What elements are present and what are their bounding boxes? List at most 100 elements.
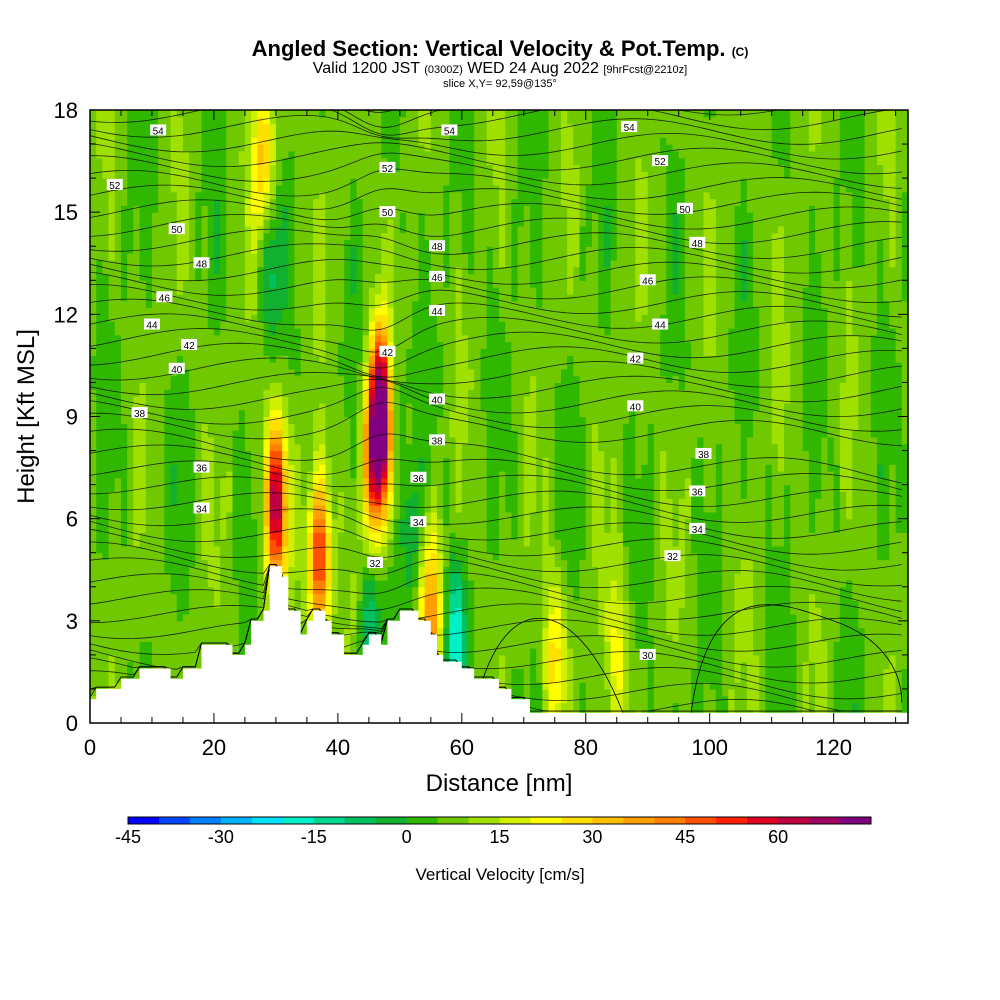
velocity-cell xyxy=(108,423,116,431)
velocity-cell xyxy=(269,375,277,384)
velocity-cell xyxy=(424,573,432,581)
velocity-cell xyxy=(319,198,327,206)
velocity-cell xyxy=(195,198,203,206)
velocity-cell xyxy=(393,205,401,213)
velocity-cell xyxy=(424,607,432,615)
velocity-cell xyxy=(344,150,351,159)
velocity-cell xyxy=(368,498,376,506)
velocity-cell xyxy=(90,532,97,540)
velocity-cell xyxy=(350,620,358,629)
velocity-cell xyxy=(393,457,401,465)
velocity-cell xyxy=(102,341,110,349)
velocity-cell xyxy=(313,144,320,152)
velocity-cell xyxy=(418,191,426,200)
velocity-cell xyxy=(232,293,240,302)
velocity-cell xyxy=(195,443,203,452)
velocity-cell xyxy=(325,212,333,220)
velocity-cell xyxy=(325,327,333,336)
velocity-cell xyxy=(288,171,296,179)
velocity-cell xyxy=(170,150,178,159)
velocity-cell xyxy=(362,464,370,472)
velocity-cell xyxy=(337,171,345,179)
velocity-cell xyxy=(139,178,147,186)
velocity-cell xyxy=(263,232,271,241)
velocity-cell xyxy=(350,307,358,315)
velocity-cell xyxy=(189,620,196,629)
velocity-cell xyxy=(331,205,339,213)
velocity-cell xyxy=(282,505,289,513)
velocity-cell xyxy=(182,518,190,527)
velocity-cell xyxy=(213,477,221,486)
velocity-cell xyxy=(257,253,265,261)
velocity-cell xyxy=(430,477,438,486)
velocity-cell xyxy=(393,491,401,499)
velocity-cell xyxy=(108,600,116,608)
velocity-cell xyxy=(226,375,234,384)
velocity-cell xyxy=(368,144,376,152)
velocity-cell xyxy=(393,157,401,166)
velocity-cell xyxy=(207,218,215,227)
velocity-cell xyxy=(232,246,240,254)
velocity-cell xyxy=(158,641,165,649)
velocity-cell xyxy=(139,573,147,581)
velocity-cell xyxy=(300,266,308,275)
velocity-cell xyxy=(158,634,165,642)
velocity-cell xyxy=(232,532,240,540)
velocity-cell xyxy=(325,505,333,513)
velocity-cell xyxy=(220,280,227,288)
velocity-cell xyxy=(393,368,401,377)
velocity-cell xyxy=(120,327,128,336)
velocity-cell xyxy=(362,423,370,431)
velocity-cell xyxy=(257,150,265,159)
velocity-cell xyxy=(176,566,184,574)
velocity-cell xyxy=(269,327,277,336)
velocity-cell xyxy=(151,491,159,499)
velocity-cell xyxy=(96,682,103,690)
velocity-cell xyxy=(393,539,401,547)
velocity-cell xyxy=(362,607,370,615)
velocity-cell xyxy=(232,116,240,125)
velocity-cell xyxy=(207,341,215,349)
velocity-cell xyxy=(350,409,358,418)
velocity-cell xyxy=(375,382,382,390)
velocity-cell xyxy=(294,423,302,431)
velocity-cell xyxy=(133,600,141,608)
velocity-cell xyxy=(133,614,141,622)
velocity-cell xyxy=(238,307,246,315)
velocity-cell xyxy=(368,539,376,547)
velocity-cell xyxy=(127,184,134,193)
velocity-cell xyxy=(170,137,178,145)
velocity-cell xyxy=(139,110,147,118)
velocity-cell xyxy=(282,232,289,241)
velocity-cell xyxy=(158,232,165,241)
velocity-cell xyxy=(108,246,116,254)
velocity-cell xyxy=(108,430,116,438)
velocity-cell xyxy=(399,579,407,588)
velocity-cell xyxy=(344,389,351,397)
velocity-cell xyxy=(201,150,209,159)
velocity-cell xyxy=(244,307,252,315)
velocity-cell xyxy=(213,368,221,377)
velocity-cell xyxy=(114,409,122,418)
velocity-cell xyxy=(232,416,240,424)
velocity-cell xyxy=(244,559,252,567)
velocity-cell xyxy=(368,627,376,636)
velocity-cell xyxy=(362,525,370,533)
velocity-cell xyxy=(375,164,382,172)
velocity-cell xyxy=(313,396,320,404)
velocity-cell xyxy=(319,593,327,601)
velocity-cell xyxy=(145,334,153,343)
velocity-cell xyxy=(96,184,103,193)
velocity-cell xyxy=(393,416,401,424)
velocity-cell xyxy=(201,511,209,520)
velocity-cell xyxy=(257,110,265,118)
velocity-cell xyxy=(158,443,165,452)
velocity-cell xyxy=(362,450,370,458)
velocity-cell xyxy=(275,491,283,499)
velocity-cell xyxy=(393,532,401,540)
velocity-cell xyxy=(133,457,141,465)
velocity-cell xyxy=(238,450,246,458)
velocity-cell xyxy=(207,368,215,377)
velocity-cell xyxy=(96,648,103,656)
velocity-cell xyxy=(145,225,153,234)
